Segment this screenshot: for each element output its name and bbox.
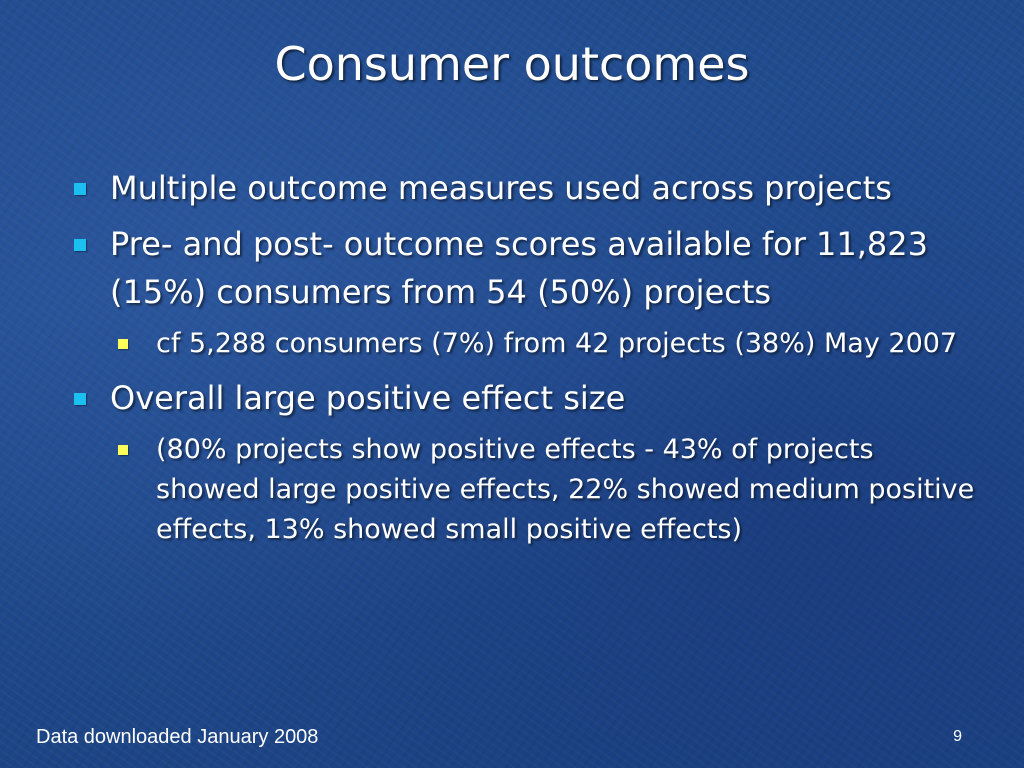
sub-bullet-text: (80% projects show positive effects - 43… bbox=[156, 434, 975, 545]
square-bullet-icon bbox=[74, 183, 86, 195]
bullet-text: Overall large positive effect size bbox=[110, 379, 626, 417]
sub-bullet-item: cf 5,288 consumers (7%) from 42 projects… bbox=[70, 324, 980, 364]
bullet-text: Pre- and post- outcome scores available … bbox=[110, 225, 928, 311]
square-bullet-icon bbox=[118, 339, 128, 349]
bullet-item: Multiple outcome measures used across pr… bbox=[70, 164, 980, 212]
bullet-list: Multiple outcome measures used across pr… bbox=[70, 164, 980, 560]
square-bullet-icon bbox=[74, 239, 86, 251]
bullet-item: Pre- and post- outcome scores available … bbox=[70, 220, 980, 316]
slide-title: Consumer outcomes bbox=[274, 37, 750, 91]
square-bullet-icon bbox=[74, 393, 86, 405]
bullet-item: Overall large positive effect size bbox=[70, 374, 980, 422]
sub-bullet-text: cf 5,288 consumers (7%) from 42 projects… bbox=[156, 328, 958, 359]
page-number: 9 bbox=[953, 728, 962, 745]
bullet-text: Multiple outcome measures used across pr… bbox=[110, 169, 892, 207]
sub-bullet-item: (80% projects show positive effects - 43… bbox=[70, 430, 980, 550]
slide-footer: Data downloaded January 2008 bbox=[36, 726, 319, 748]
square-bullet-icon bbox=[118, 445, 128, 455]
